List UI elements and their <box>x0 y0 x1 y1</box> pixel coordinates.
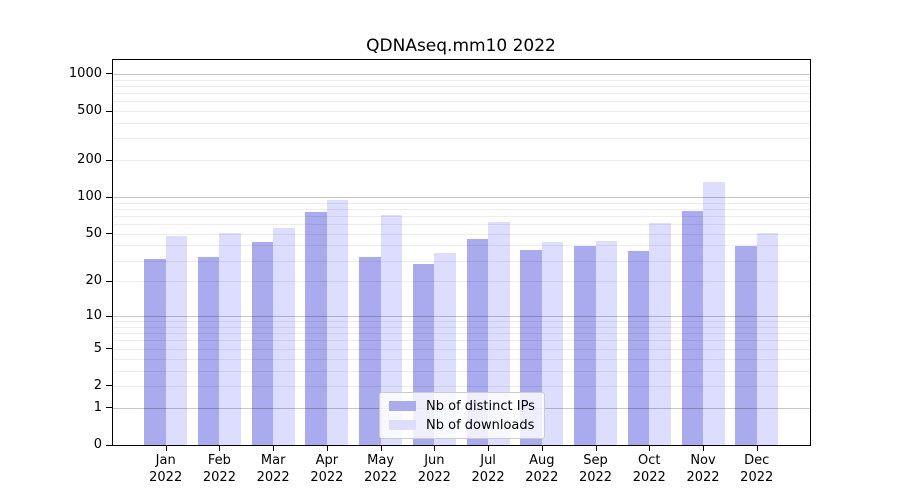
x-tick-label: Mar 2022 <box>256 453 290 485</box>
bar-ips-apr <box>305 212 327 445</box>
y-tick-mark <box>106 348 113 350</box>
legend-label-downloads: Nb of downloads <box>426 417 535 433</box>
bar-downloads-jan <box>165 235 188 445</box>
bar-ips-mar <box>251 241 274 445</box>
y-tick-label: 5 <box>93 340 102 356</box>
bar-ips-dec <box>735 245 757 445</box>
gridline <box>113 138 810 140</box>
bar-downloads-oct <box>649 223 671 445</box>
legend: Nb of distinct IPs Nb of downloads <box>379 392 545 439</box>
legend-label-distinct-ips: Nb of distinct IPs <box>426 398 535 414</box>
chart-title: QDNAseq.mm10 2022 <box>366 36 556 56</box>
x-tick-mark <box>165 446 167 451</box>
x-tick-label: Jan 2022 <box>149 453 183 485</box>
y-tick-mark <box>106 110 113 112</box>
y-tick-mark <box>106 407 113 409</box>
y-tick-label: 2 <box>93 377 102 393</box>
bar-ips-sep <box>574 245 596 445</box>
gridline <box>113 122 810 124</box>
x-tick-label: Feb 2022 <box>202 453 236 485</box>
x-tick-label: Jun 2022 <box>417 453 451 485</box>
y-tick-mark <box>106 159 113 161</box>
x-tick-mark <box>541 446 543 451</box>
x-tick-mark <box>219 446 221 451</box>
gridline <box>113 111 810 113</box>
y-tick-mark <box>106 280 113 282</box>
plot-area <box>112 59 811 446</box>
x-tick-label: May 2022 <box>364 453 398 485</box>
y-tick-label: 50 <box>85 225 102 241</box>
bar-downloads-mar <box>273 227 295 445</box>
bar-downloads-sep <box>595 240 618 445</box>
y-tick-label: 0 <box>93 437 102 452</box>
bar-downloads-apr <box>326 199 349 445</box>
x-tick-label: Aug 2022 <box>525 453 559 485</box>
gridline <box>113 160 810 162</box>
bar-ips-nov <box>681 210 703 445</box>
x-tick-mark <box>326 446 328 451</box>
y-tick-label: 200 <box>77 152 102 168</box>
y-tick-mark <box>106 73 113 75</box>
bar-ips-feb <box>197 257 220 445</box>
gridline <box>113 79 810 81</box>
legend-entry-downloads: Nb of downloads <box>389 417 535 433</box>
y-tick-mark <box>106 315 113 317</box>
y-tick-mark <box>106 385 113 387</box>
bar-downloads-aug <box>541 241 564 445</box>
bar-downloads-may <box>380 214 403 445</box>
bar-downloads-feb <box>219 232 241 445</box>
legend-entry-distinct-ips: Nb of distinct IPs <box>389 398 535 414</box>
x-tick-mark <box>595 446 597 451</box>
gridline <box>113 85 810 87</box>
bar-downloads-jul <box>488 222 510 445</box>
bar-downloads-dec <box>756 232 779 445</box>
bar-ips-jan <box>144 258 166 445</box>
x-tick-label: Apr 2022 <box>310 453 344 485</box>
x-tick-mark <box>434 446 436 451</box>
x-tick-mark <box>380 446 382 451</box>
x-tick-label: Dec 2022 <box>740 453 774 485</box>
y-tick-label: 1000 <box>68 65 102 81</box>
y-tick-label: 100 <box>77 189 102 205</box>
y-tick-label: 1 <box>93 399 102 415</box>
y-tick-label: 10 <box>85 308 102 324</box>
bar-ips-may <box>359 257 381 445</box>
x-tick-label: Oct 2022 <box>632 453 666 485</box>
gridline <box>113 101 810 103</box>
y-tick-mark <box>106 233 113 235</box>
bar-downloads-nov <box>703 181 725 445</box>
y-tick-label: 500 <box>77 103 102 119</box>
gridline <box>113 73 810 75</box>
y-tick-label: 20 <box>85 273 102 289</box>
gridline <box>113 92 810 94</box>
x-tick-mark <box>756 446 758 451</box>
x-tick-mark <box>488 446 490 451</box>
x-tick-label: Nov 2022 <box>686 453 720 485</box>
legend-swatch-distinct-ips <box>389 401 416 411</box>
x-tick-mark <box>273 446 275 451</box>
x-tick-label: Jul 2022 <box>471 453 505 485</box>
x-tick-mark <box>703 446 704 451</box>
bar-ips-oct <box>627 251 650 445</box>
y-tick-mark <box>106 444 113 446</box>
legend-swatch-downloads <box>389 420 416 430</box>
x-tick-mark <box>649 446 651 451</box>
y-tick-mark <box>106 196 113 198</box>
x-tick-label: Sep 2022 <box>578 453 613 485</box>
